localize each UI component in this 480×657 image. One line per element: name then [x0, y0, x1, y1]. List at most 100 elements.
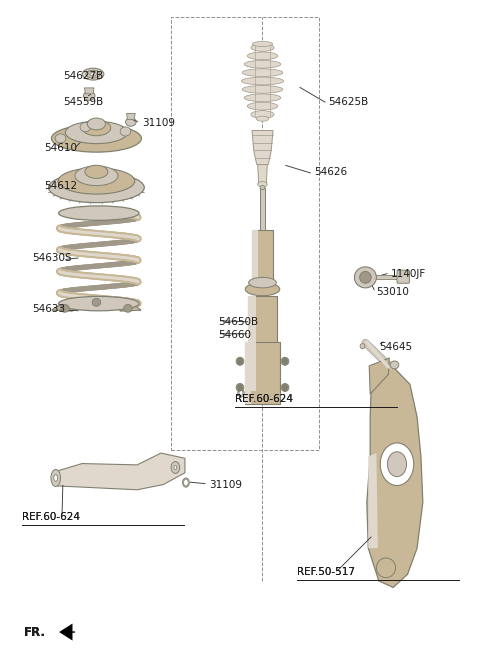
Ellipse shape: [59, 296, 139, 311]
Polygon shape: [59, 623, 72, 641]
Ellipse shape: [354, 267, 376, 288]
Polygon shape: [245, 342, 280, 404]
Circle shape: [239, 390, 243, 396]
Ellipse shape: [380, 443, 414, 486]
Polygon shape: [245, 342, 251, 404]
Text: REF.60-624: REF.60-624: [22, 512, 80, 522]
Text: REF.60-624: REF.60-624: [22, 512, 80, 522]
Circle shape: [183, 480, 188, 486]
Circle shape: [238, 384, 242, 391]
Polygon shape: [127, 114, 135, 120]
Polygon shape: [260, 187, 265, 230]
Ellipse shape: [256, 116, 269, 122]
Ellipse shape: [387, 452, 407, 477]
Ellipse shape: [65, 122, 128, 144]
Polygon shape: [248, 296, 256, 391]
Text: 54630S: 54630S: [32, 254, 72, 263]
Ellipse shape: [51, 470, 60, 486]
Text: 31109: 31109: [209, 480, 242, 489]
Ellipse shape: [360, 344, 365, 349]
FancyBboxPatch shape: [397, 270, 409, 283]
Text: 53010: 53010: [376, 288, 409, 298]
Ellipse shape: [281, 384, 289, 392]
Circle shape: [283, 384, 288, 391]
Ellipse shape: [241, 77, 284, 85]
Text: 54559B: 54559B: [63, 97, 103, 107]
Ellipse shape: [124, 304, 132, 312]
Ellipse shape: [92, 298, 101, 306]
Ellipse shape: [251, 110, 274, 118]
Ellipse shape: [247, 102, 278, 110]
Ellipse shape: [251, 43, 274, 51]
Ellipse shape: [258, 181, 267, 187]
Text: 54625B: 54625B: [328, 97, 369, 107]
Ellipse shape: [59, 206, 139, 220]
Ellipse shape: [182, 478, 189, 487]
Text: 54660: 54660: [218, 330, 252, 340]
Polygon shape: [369, 358, 389, 394]
Text: 54633: 54633: [32, 304, 65, 314]
Ellipse shape: [245, 283, 280, 296]
Circle shape: [283, 358, 288, 365]
Text: FR.: FR.: [24, 625, 46, 639]
Ellipse shape: [252, 41, 273, 47]
Polygon shape: [252, 230, 258, 289]
Ellipse shape: [174, 466, 177, 470]
Ellipse shape: [244, 94, 281, 102]
Ellipse shape: [247, 52, 278, 60]
Text: 54610: 54610: [44, 143, 77, 153]
Ellipse shape: [55, 134, 66, 143]
Text: 54612: 54612: [44, 181, 77, 191]
Polygon shape: [252, 230, 273, 289]
Ellipse shape: [390, 361, 399, 369]
Ellipse shape: [236, 384, 244, 392]
Ellipse shape: [87, 118, 106, 130]
Polygon shape: [376, 275, 398, 279]
Ellipse shape: [86, 70, 100, 78]
Polygon shape: [252, 131, 273, 165]
Ellipse shape: [75, 166, 118, 185]
Text: 1140JF: 1140JF: [391, 269, 426, 279]
Polygon shape: [368, 453, 378, 548]
Text: 54626: 54626: [314, 168, 348, 177]
Ellipse shape: [51, 125, 142, 152]
Ellipse shape: [84, 91, 95, 101]
Polygon shape: [84, 88, 94, 94]
Ellipse shape: [238, 388, 244, 397]
Text: REF.60-624: REF.60-624: [235, 394, 293, 403]
Ellipse shape: [281, 357, 289, 365]
Ellipse shape: [260, 185, 265, 189]
Polygon shape: [248, 296, 277, 391]
Ellipse shape: [171, 462, 180, 474]
Ellipse shape: [242, 85, 283, 93]
Text: REF.50-517: REF.50-517: [298, 568, 355, 578]
Ellipse shape: [360, 271, 371, 283]
Ellipse shape: [90, 72, 96, 76]
Ellipse shape: [58, 168, 135, 194]
Ellipse shape: [376, 558, 396, 578]
Ellipse shape: [120, 127, 131, 136]
Polygon shape: [52, 300, 141, 311]
Text: FR.: FR.: [24, 625, 46, 639]
Ellipse shape: [244, 60, 281, 68]
Text: REF.60-624: REF.60-624: [235, 394, 293, 403]
Polygon shape: [258, 165, 267, 184]
Circle shape: [238, 358, 242, 365]
Ellipse shape: [54, 475, 58, 482]
Ellipse shape: [80, 123, 91, 132]
Polygon shape: [56, 453, 185, 489]
Polygon shape: [367, 365, 423, 587]
Bar: [170, 17, 319, 450]
Ellipse shape: [249, 277, 276, 288]
Text: 54627B: 54627B: [63, 71, 103, 81]
Text: 54650B: 54650B: [218, 317, 259, 327]
Text: REF.50-517: REF.50-517: [298, 568, 355, 578]
Ellipse shape: [85, 166, 108, 178]
Ellipse shape: [82, 120, 111, 136]
Text: 54645: 54645: [379, 342, 412, 352]
Text: 31109: 31109: [142, 118, 175, 128]
Ellipse shape: [60, 304, 69, 312]
Ellipse shape: [48, 173, 144, 202]
Ellipse shape: [236, 357, 244, 365]
Ellipse shape: [126, 118, 136, 126]
